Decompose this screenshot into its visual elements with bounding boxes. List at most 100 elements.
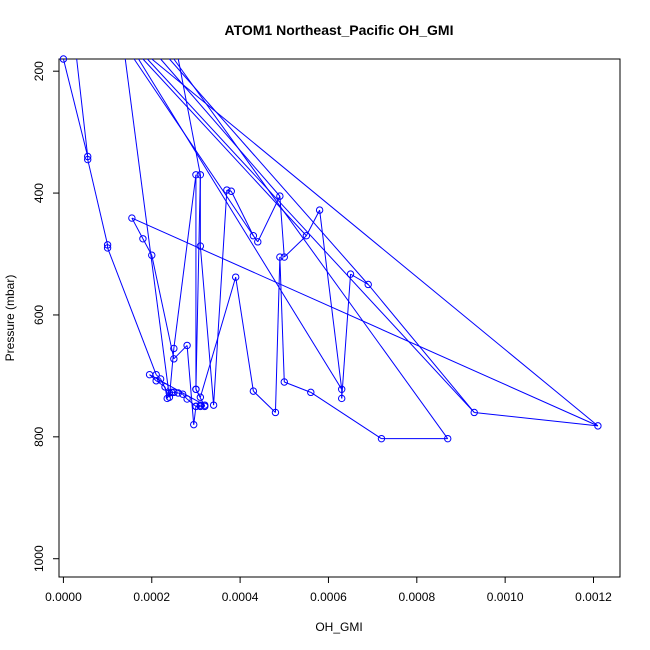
series-segment [76, 58, 89, 157]
data-point [276, 253, 284, 261]
data-point [346, 270, 355, 278]
series-segment [253, 390, 276, 413]
series-segment [149, 374, 157, 382]
data-point [444, 434, 452, 443]
chart-title: ATOM1 Northeast_Pacific OH_GMI [225, 22, 454, 38]
x-tick-label: 0.0012 [575, 590, 612, 604]
data-point [338, 394, 346, 403]
x-tick-label: 0.0000 [45, 590, 82, 604]
data-point [103, 241, 112, 249]
data-point [170, 344, 178, 353]
data-point [271, 408, 280, 417]
series-segment [195, 389, 201, 398]
series-segment [367, 284, 475, 413]
series-segment [235, 277, 254, 392]
series-segment [169, 58, 369, 285]
data-point [183, 395, 191, 403]
data-point [338, 385, 346, 394]
data-point [84, 155, 92, 164]
data-point [280, 378, 288, 386]
series-segment [138, 58, 343, 390]
series-segment [107, 247, 157, 375]
data-point [139, 235, 147, 243]
data-point [192, 402, 200, 411]
data-point [377, 434, 386, 443]
y-axis-label: Pressure (mbar) [3, 275, 17, 362]
series-segment [160, 58, 281, 197]
data-point [183, 341, 191, 350]
y-tick-label: 600 [32, 305, 46, 325]
data-point [315, 206, 324, 214]
series-segment [474, 411, 598, 427]
series-segment [213, 189, 228, 406]
series-segment [195, 174, 201, 390]
series-segment [274, 257, 281, 413]
series-segment [199, 246, 215, 406]
series-segment [142, 58, 307, 237]
data-point [364, 280, 372, 289]
data-point [196, 402, 205, 411]
series-segment [178, 392, 183, 395]
series-lines [62, 58, 599, 440]
y-tick-label: 800 [32, 427, 46, 447]
data-point [196, 242, 205, 250]
data-point [84, 152, 92, 161]
data-point [594, 422, 602, 430]
data-point [174, 389, 182, 397]
series-segment [341, 274, 352, 399]
series-segment [305, 209, 321, 236]
series-segment [186, 398, 197, 407]
plot-frame [58, 58, 621, 578]
x-axis: 0.0000 0.0002 0.0004 0.0006 0.0008 0.0010 0.00… [45, 576, 612, 604]
data-point [209, 401, 218, 409]
series-segment [310, 391, 382, 440]
data-point [280, 253, 288, 261]
data-point [196, 393, 205, 401]
series-segment [146, 58, 475, 413]
y-axis: 200 400 600 800 1000 [32, 61, 60, 572]
x-tick-label: 0.0004 [222, 590, 259, 604]
data-point [192, 385, 200, 394]
data-point [161, 383, 169, 391]
series-segment [177, 58, 201, 175]
x-tick-label: 0.0006 [310, 590, 347, 604]
series-segment [131, 217, 144, 240]
data-point [196, 171, 205, 179]
data-point [178, 390, 187, 398]
data-point [470, 408, 478, 417]
series-segment [62, 58, 89, 157]
series-segment [284, 381, 311, 393]
data-point [148, 251, 156, 259]
y-tick-label: 1000 [32, 545, 46, 572]
data-point [156, 375, 165, 383]
series-segment [230, 191, 254, 236]
data-point [201, 402, 209, 411]
data-point [128, 214, 136, 222]
data-point [170, 388, 178, 397]
data-point [59, 55, 68, 63]
series-segment [279, 257, 285, 383]
x-tick-label: 0.0002 [133, 590, 170, 604]
x-tick-label: 0.0010 [487, 590, 524, 604]
data-point [249, 232, 258, 240]
data-point [152, 377, 160, 385]
series-segment [173, 58, 449, 439]
series-segment [151, 255, 175, 359]
series-segment [133, 58, 254, 237]
data-point [249, 387, 258, 395]
x-axis-label: OH_GMI [315, 620, 362, 634]
series-segment [131, 217, 599, 427]
series-segment [252, 235, 259, 243]
x-tick-label: 0.0008 [398, 590, 435, 604]
data-point [223, 186, 231, 194]
series-segment [87, 159, 109, 245]
series-segment [226, 189, 232, 192]
y-tick-label: 200 [32, 61, 46, 81]
data-point [190, 420, 198, 429]
data-point [170, 355, 178, 363]
data-point [103, 244, 112, 252]
series-segment [124, 58, 170, 398]
data-point [227, 187, 235, 195]
series-segment [283, 235, 307, 258]
series-segment [319, 210, 343, 390]
